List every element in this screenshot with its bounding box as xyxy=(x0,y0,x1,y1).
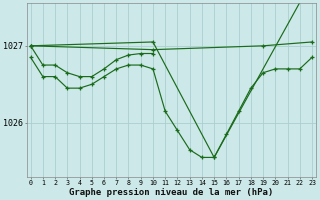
X-axis label: Graphe pression niveau de la mer (hPa): Graphe pression niveau de la mer (hPa) xyxy=(69,188,273,197)
